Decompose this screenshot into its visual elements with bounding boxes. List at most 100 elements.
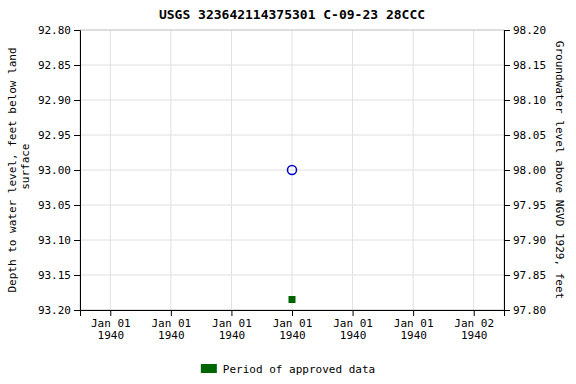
x-tick: Jan 011940 [151,310,191,342]
y-tick: 92.80 [38,24,80,37]
legend-label: Period of approved data [223,363,375,376]
tick-label: 92.90 [38,94,71,107]
tick-label: Jan 011940 [394,317,434,343]
x-tick: Jan 011940 [333,310,373,342]
marks [288,166,297,304]
x-tick: Jan 011940 [212,310,252,342]
axis-line [74,31,81,311]
tick-mark [74,30,80,31]
tick-label: 93.15 [38,269,71,282]
tick-mark [74,275,80,276]
y2-tick: 97.90 [504,234,546,247]
axis-line [81,311,505,317]
text-line: Jan 01 [333,317,373,330]
text-line: 1940 [340,329,367,342]
grid-line [80,65,504,66]
point [288,166,297,175]
tick-label: 93.00 [38,164,71,177]
tick-mark [74,205,80,206]
tick-label: 93.20 [38,304,71,317]
y-tick: 93.15 [38,269,80,282]
text-line: Jan 01 [212,317,252,330]
legend-swatch [201,364,217,373]
tick-label: Jan 011940 [273,317,313,343]
tick-mark [171,310,172,316]
y-axis: 92.80 92.85 92.90 92.95 93.00 93.05 93.10 93.15… [38,24,81,317]
y-tick: 92.85 [38,59,80,72]
y-axis-title: Depth to water level, feet below land su… [6,47,32,292]
y2-tick: 97.85 [504,269,546,282]
tick-mark [413,310,414,316]
tick-mark [74,240,80,241]
tick-label: Jan 011940 [212,317,252,343]
tick-mark [74,100,80,101]
tick-mark [504,240,510,241]
tick-mark [110,310,111,316]
tick-label: 92.95 [38,129,71,142]
text-line: 1940 [98,329,125,342]
tick-label: 92.80 [38,24,71,37]
y2-tick: 97.95 [504,199,546,212]
tick-mark [504,310,510,311]
y2-axis: 98.20 98.15 98.10 98.05 98.00 97.95 97.90 97.85… [504,24,546,317]
y2-tick: 97.80 [504,304,546,317]
text-line: 1940 [279,329,306,342]
title: USGS 323642114375301 C-09-23 28CCC [159,7,425,22]
x-tick: Jan 021940 [454,310,494,342]
y-tick: 92.90 [38,94,80,107]
x-tick: Jan 011940 [273,310,313,342]
text-line: Jan 01 [91,317,131,330]
tick-label: 97.90 [513,234,546,247]
legend: Period of approved data [201,363,375,376]
text-line: Jan 01 [394,317,434,330]
tick-label: 98.00 [513,164,546,177]
tick-mark [504,205,510,206]
tick-label: 93.10 [38,234,71,247]
tick-mark [353,310,354,316]
tick-label: 98.15 [513,59,546,72]
text-line: Jan 01 [273,317,313,330]
grid-line [80,135,504,136]
tick-label: 98.20 [513,24,546,37]
text-line: Depth to water level, feet below land [6,47,19,292]
tick-label: Jan 011940 [91,317,131,343]
axis-line [505,31,511,311]
tick-label: 97.95 [513,199,546,212]
text-line: Jan 02 [454,317,494,330]
tick-mark [74,170,80,171]
point [289,296,296,303]
tick-label: 98.05 [513,129,546,142]
plot-frame [80,30,504,310]
grid-line [80,100,504,101]
tick-label: Jan 011940 [151,317,191,343]
y-tick: 93.05 [38,199,80,212]
text-line: surface [19,144,32,197]
tick-mark [504,65,510,66]
tick-label: 98.10 [513,94,546,107]
text-line: 1940 [158,329,185,342]
tick-mark [74,135,80,136]
text-line: 1940 [400,329,427,342]
x-tick: Jan 011940 [394,310,434,342]
tick-mark [74,65,80,66]
grid [80,30,504,310]
y2-tick: 98.00 [504,164,546,177]
y-tick: 93.00 [38,164,80,177]
tick-label: Jan 011940 [333,317,373,343]
tick-mark [504,135,510,136]
y2-tick: 98.10 [504,94,546,107]
y2-tick: 98.15 [504,59,546,72]
y2-tick: 98.20 [504,24,546,37]
tick-mark [504,170,510,171]
tick-mark [504,30,510,31]
y-tick: 93.20 [38,304,80,317]
text-line: 1940 [219,329,246,342]
tick-mark [74,310,80,311]
tick-mark [292,310,293,316]
y-tick: 92.95 [38,129,80,142]
tick-label: 92.85 [38,59,71,72]
tick-label: 97.80 [513,304,546,317]
tick-mark [231,310,232,316]
tick-label: Jan 021940 [454,317,494,343]
grid-line [80,240,504,241]
